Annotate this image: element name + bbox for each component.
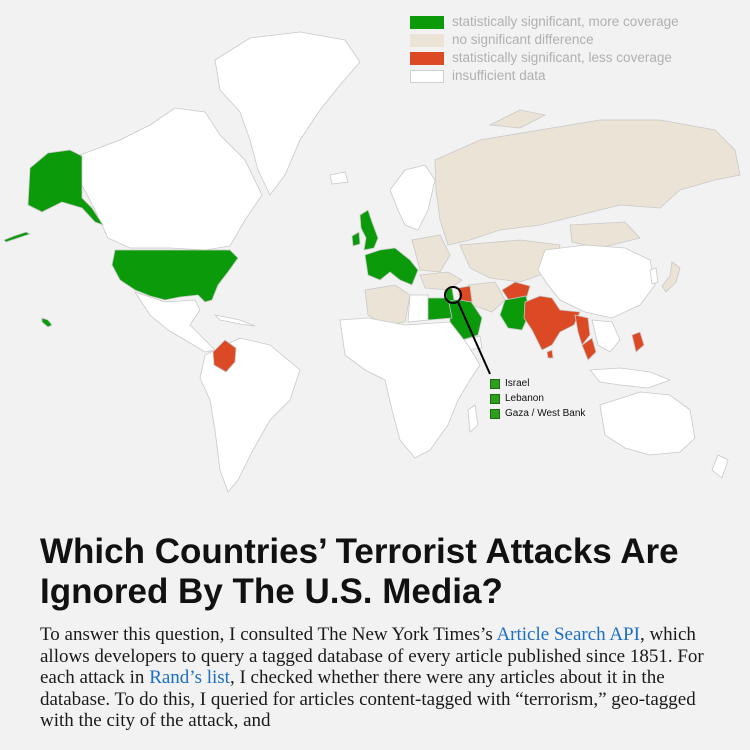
eastern-europe-shape <box>411 234 451 273</box>
callout-label: Israel <box>505 378 530 389</box>
callout-item-gaza-west-bank: Gaza / West Bank <box>490 406 585 421</box>
callout-swatch <box>490 378 500 389</box>
legend-label: statistically significant, less coverage <box>452 50 672 65</box>
legend-item-insufficient: insufficient data <box>410 67 679 85</box>
madagascar-shape <box>467 404 479 433</box>
iceland-shape <box>329 171 349 185</box>
arctic-islands-shape <box>488 109 547 129</box>
legend-swatch-insufficient <box>410 69 444 83</box>
callout-swatch <box>490 393 500 404</box>
callout-circle <box>444 286 462 304</box>
legend-label: no significant difference <box>452 32 594 47</box>
iraq-shape <box>457 285 473 303</box>
legend-label: statistically significant, more coverage <box>452 14 679 29</box>
hawaii-shape <box>41 317 53 328</box>
indonesia-shape <box>589 367 672 389</box>
india-shape <box>523 295 581 351</box>
western-europe-shape <box>364 247 419 286</box>
alaska-shape <box>27 149 104 226</box>
legend-item-more: statistically significant, more coverage <box>410 13 679 31</box>
ireland-shape <box>351 231 361 247</box>
mongolia-shape <box>569 221 641 249</box>
paragraph-text-1: To answer this question, I consulted The… <box>40 624 497 645</box>
paragraph-text-3: , I checked whether there were any artic… <box>40 667 696 731</box>
article: Which Countries’ Terrorist Attacks Are I… <box>40 532 720 732</box>
callout-item-israel: Israel <box>490 376 585 391</box>
callout-label: Lebanon <box>505 393 544 404</box>
uk-shape <box>359 209 379 251</box>
myanmar-shape <box>574 314 591 346</box>
legend-item-none: no significant difference <box>410 31 679 49</box>
new-zealand-shape <box>711 454 729 479</box>
callout-label: Gaza / West Bank <box>505 408 586 419</box>
caribbean-shape <box>213 314 256 327</box>
thailand-shape <box>581 337 597 361</box>
rands-list-link[interactable]: Rand’s list <box>149 667 230 688</box>
usa-shape <box>111 249 239 303</box>
legend-item-less: statistically significant, less coverage <box>410 49 679 67</box>
russia-shape <box>434 119 741 246</box>
australia-shape <box>599 391 696 456</box>
aleutian-islands-shape <box>3 231 32 243</box>
algeria-shape <box>364 284 411 326</box>
colombia-shape <box>212 339 237 373</box>
china-shape <box>537 244 656 319</box>
pakistan-shape <box>499 295 531 331</box>
greenland-shape <box>214 31 361 196</box>
africa-shape <box>339 317 481 459</box>
callout-leader-line <box>457 301 491 375</box>
world-map: statistically significant, more coverage… <box>3 13 741 493</box>
callout-swatch <box>490 408 500 419</box>
libya-shape <box>407 294 429 323</box>
japan-shape <box>661 261 681 293</box>
article-title: Which Countries’ Terrorist Attacks Are I… <box>40 532 679 611</box>
indochina-shape <box>591 319 621 353</box>
article-paragraph: To answer this question, I consulted The… <box>40 624 720 732</box>
levant-callout-list: Israel Lebanon Gaza / West Bank <box>490 376 585 421</box>
callout-item-lebanon: Lebanon <box>490 391 585 406</box>
canada-shape <box>79 107 263 251</box>
legend-label: insufficient data <box>452 68 546 83</box>
scandinavia-shape <box>389 164 436 231</box>
south-america-shape <box>199 337 301 493</box>
legend-swatch-none <box>410 33 444 47</box>
article-search-api-link[interactable]: Article Search API <box>496 624 640 645</box>
egypt-shape <box>427 297 453 321</box>
paragraph-text-2: , which allows developers to query a tag… <box>40 624 704 688</box>
korea-shape <box>649 267 659 285</box>
mexico-shape <box>134 291 216 353</box>
map-legend: statistically significant, more coverage… <box>410 13 679 85</box>
turkey-shape <box>419 271 463 291</box>
world-map-svg <box>3 31 741 493</box>
legend-swatch-more <box>410 15 444 29</box>
legend-swatch-less <box>410 51 444 65</box>
central-asia-shape <box>459 239 561 283</box>
sri-lanka-shape <box>546 349 554 359</box>
philippines-shape <box>631 331 645 353</box>
